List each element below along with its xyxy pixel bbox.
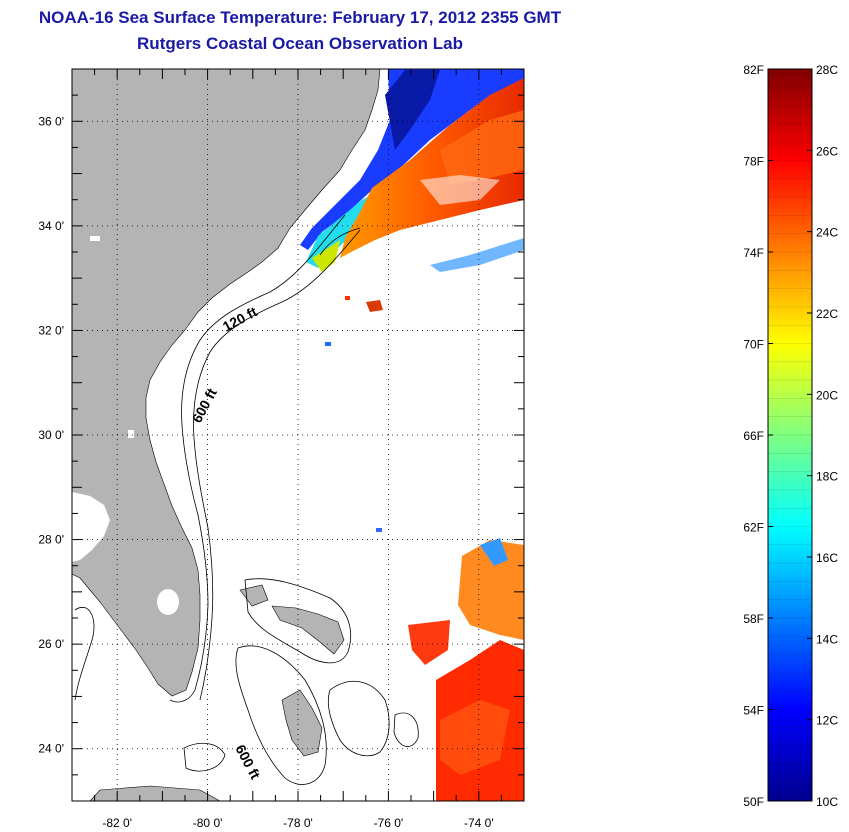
lat-tick-label: 30 0' [38,428,64,442]
colorbar-f-label: 54F [743,704,764,718]
lat-tick-label: 24 0' [38,742,64,756]
colorbar-c-label: 20C [816,388,838,402]
colorbar-c-label: 16C [816,551,838,565]
lat-tick-label: 26 0' [38,637,64,651]
colorbar-c-label: 24C [816,226,838,240]
colorbar-c-label: 12C [816,714,838,728]
land-layer [72,69,381,801]
lon-tick-label: -78 0' [283,816,313,830]
colorbar-f-label: 74F [743,246,764,260]
colorbar-f-label: 82F [743,63,764,77]
colorbar-c-label: 22C [816,307,838,321]
colorbar-f-label: 58F [743,612,764,626]
colorbar-c-label: 28C [816,63,838,77]
colorbar-f-label: 62F [743,521,764,535]
lon-tick-label: -80 0' [193,816,223,830]
lat-tick-label: 28 0' [38,533,64,547]
colorbar-fahrenheit-labels: 82F 78F 74F 70F 66F 62F 58F 54F 50F [743,63,773,809]
lat-tick-label: 32 0' [38,323,64,337]
lon-tick-label: -74 0' [464,816,494,830]
map-subtitle: Rutgers Coastal Ocean Observation Lab [137,34,463,53]
longitude-labels: -82 0' -80 0' -78 0' -76 0' -74 0' [102,816,493,830]
colorbar-f-label: 70F [743,338,764,352]
lon-tick-label: -76 0' [374,816,404,830]
sst-data-layer [300,69,524,801]
axis-ticks [71,68,525,802]
colorbar-c-label: 26C [816,144,838,158]
lat-tick-label: 34 0' [38,219,64,233]
latitude-labels: 36 0' 34 0' 32 0' 30 0' 28 0' 26 0' 24 0' [38,114,64,755]
lon-tick-label: -82 0' [102,816,132,830]
colorbar-c-label: 14C [816,632,838,646]
colorbar-f-label: 50F [743,795,764,809]
colorbar-f-label: 78F [743,155,764,169]
colorbar [767,68,813,802]
colorbar-f-label: 66F [743,429,764,443]
graticule-grid [72,69,524,801]
map-title: NOAA-16 Sea Surface Temperature: Februar… [38,8,562,27]
colorbar-celsius-labels: 28C 26C 24C 22C 20C 18C 16C 14C 12C 10C [807,63,838,809]
colorbar-c-label: 18C [816,470,838,484]
lat-tick-label: 36 0' [38,114,64,128]
bathymetry-contours [74,214,419,785]
colorbar-c-label: 10C [816,795,838,809]
colorbar-bands [768,87,812,783]
